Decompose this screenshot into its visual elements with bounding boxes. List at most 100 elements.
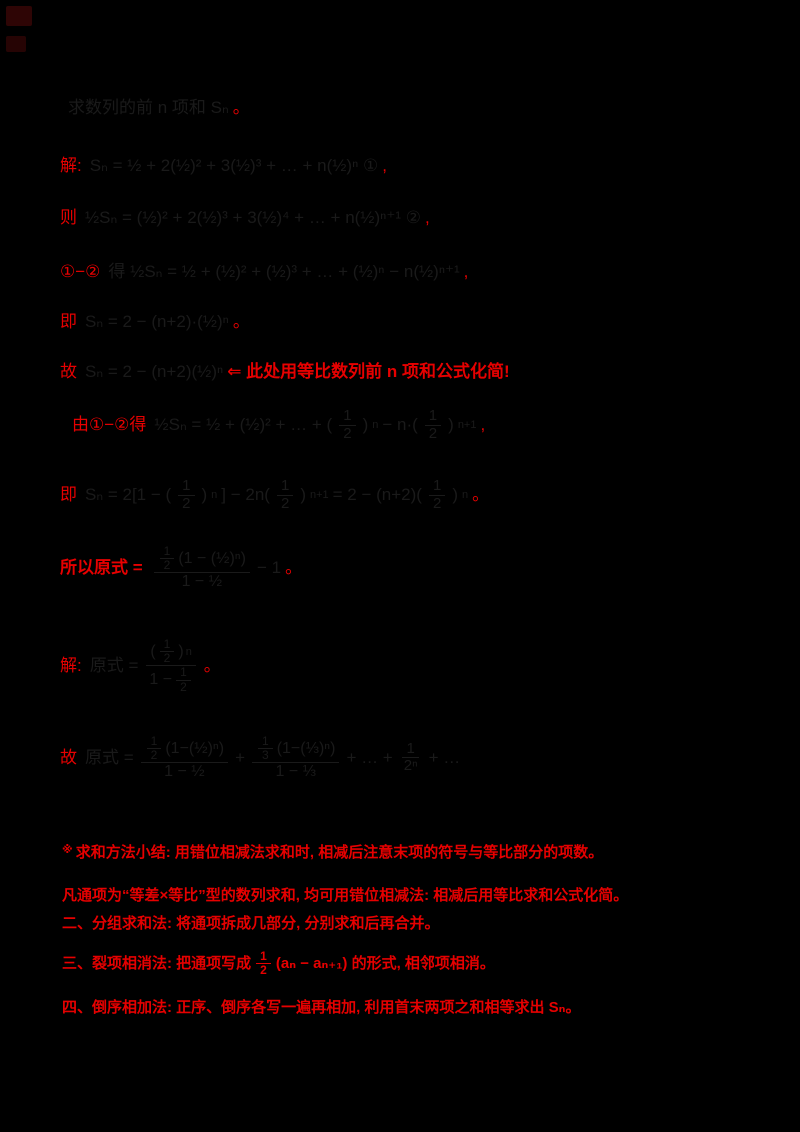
paren: )	[178, 642, 184, 660]
teacher-note: ※ 求和方法小结: 用错位相减法求和时, 相减后注意末项的符号与等比部分的项数。	[62, 843, 603, 863]
fraction-numerator: 1	[424, 407, 442, 426]
fraction-numerator: 1 3 (1−(⅓)ⁿ)	[252, 734, 340, 764]
fraction: 1 2 (1 − (½)ⁿ) 1 − ½	[153, 544, 250, 591]
reference-mark: ※	[62, 844, 73, 856]
math-expression: (1 − (½)ⁿ)	[178, 549, 246, 567]
math-expression: = 2 − (n+2)(	[332, 485, 422, 504]
note-text: 二、分组求和法: 将通项拆成几部分, 分别求和后再合并。	[62, 915, 440, 932]
math-line: 即 Sₙ = 2 − (n+2)·(½)ⁿ 。	[60, 310, 250, 334]
paren: )	[452, 485, 458, 504]
fraction-numerator: 1	[258, 734, 273, 750]
fraction-numerator: 1 2 (1−(½)ⁿ)	[140, 734, 229, 764]
punctuation: 。	[232, 312, 250, 331]
fraction-denominator: 1 − 1 2	[145, 666, 196, 693]
fraction-numerator: 1	[176, 666, 191, 681]
fraction-denominator: 2	[163, 651, 171, 666]
punctuation: ,	[480, 415, 486, 434]
teacher-note: 三、裂项相消法: 把通项写成 1 2 (aₙ − aₙ₊₁) 的形式, 相邻项相…	[62, 949, 495, 978]
teacher-annotation: ⇐ 此处用等比数列前 n 项和公式化简!	[227, 362, 510, 381]
math-line: 故 Sₙ = 2 − (n+2)(½)ⁿ ⇐ 此处用等比数列前 n 项和公式化简…	[60, 360, 510, 384]
fraction-numerator: 1	[276, 477, 294, 496]
fraction-denominator: 2	[182, 494, 191, 512]
math-line: 解: 原式 = ( 1 2 ) n 1 − 1 2 。	[60, 637, 221, 694]
fraction-numerator: 1	[178, 477, 195, 496]
fraction: 1 2	[159, 544, 175, 573]
punctuation: ,	[463, 262, 469, 281]
step-label: ①−②	[60, 262, 101, 281]
fraction-numerator: 1	[159, 544, 175, 560]
math-expression: ] − 2n(	[221, 485, 270, 504]
fraction-numerator: ( 1 2 ) n	[146, 637, 196, 667]
math-line: 故 原式 = 1 2 (1−(½)ⁿ) 1 − ½ + 1 3 (1−(⅓)ⁿ)…	[60, 734, 461, 781]
punctuation: 。	[472, 485, 490, 504]
fraction-denominator: 2ⁿ	[403, 757, 418, 775]
solve-label: 解:	[60, 156, 82, 175]
math-line: 解: Sₙ = ½ + 2(½)² + 3(½)³ + … + n(½)ⁿ ① …	[60, 154, 387, 178]
fraction-denominator: 2	[432, 494, 442, 512]
math-line: ①−② 得 ½Sₙ = ½ + (½)² + (½)³ + … + (½)ⁿ −…	[60, 260, 468, 284]
step-label: 故	[60, 362, 77, 381]
punctuation: ,	[424, 208, 430, 227]
fraction-denominator: 2	[163, 558, 171, 573]
punctuation: ,	[382, 156, 387, 175]
fraction: 1 3	[258, 734, 273, 762]
fraction-denominator: 1 − ⅓	[275, 763, 316, 781]
math-expression: + …	[428, 747, 461, 767]
step-label: 故	[60, 747, 77, 767]
fraction-denominator: 1 − ½	[181, 573, 223, 591]
fraction-denominator: 2	[180, 679, 187, 694]
math-expression: 原式 =	[89, 655, 139, 675]
math-line: 求数列的前 n 项和 Sₙ 。	[60, 96, 250, 120]
fraction-numerator: 1	[402, 740, 419, 759]
paren: )	[362, 415, 369, 434]
math-expression: Sₙ = ½ + 2(½)² + 3(½)³ + … + n(½)ⁿ ①	[89, 156, 379, 175]
note-text: 凡通项为“等差×等比”型的数列求和, 均可用错位相减法: 相减后用等比求和公式化…	[62, 887, 629, 904]
math-line: 由①−②得 ½Sₙ = ½ + (½)² + … + ( 1 2 ) n − n·…	[72, 407, 486, 442]
math-expression: (1−(½)ⁿ)	[165, 739, 225, 757]
punctuation: 。	[285, 557, 303, 577]
math-expression: 得 ½Sₙ = ½ + (½)² + (½)³ + … + (½)ⁿ − n(½…	[108, 262, 460, 281]
math-expression: − n·(	[382, 415, 418, 434]
fraction: ( 1 2 ) n 1 − 1 2	[145, 637, 196, 694]
fraction-numerator: 1 2 (1 − (½)ⁿ)	[153, 544, 250, 574]
teacher-note: 凡通项为“等差×等比”型的数列求和, 均可用错位相减法: 相减后用等比求和公式化…	[62, 886, 628, 906]
note-text: (aₙ − aₙ₊₁) 的形式, 相邻项相消。	[275, 954, 495, 972]
teacher-note: 四、倒序相加法: 正序、倒序各写一遍再相加, 利用首末两项之和相等求出 Sₙ。	[62, 998, 581, 1018]
fraction: 1 2	[159, 637, 175, 666]
math-expression: Sₙ = 2 − (n+2)·(½)ⁿ	[85, 312, 229, 331]
fraction-denominator: 2	[428, 424, 438, 442]
fraction-numerator: 1	[256, 949, 271, 965]
fraction-numerator: 1	[339, 407, 356, 426]
step-label: 由①−②得	[72, 415, 147, 434]
fraction-denominator: 2	[260, 963, 267, 978]
fraction-numerator: 1	[159, 637, 175, 653]
math-expression: (1−(⅓)ⁿ)	[276, 739, 336, 757]
fraction: 1 2	[256, 949, 271, 978]
fraction-denominator: 2	[280, 494, 290, 512]
solve-label: 解:	[60, 655, 82, 675]
fraction-denominator: 1 − ½	[164, 763, 205, 781]
paren: )	[448, 415, 454, 434]
fraction: 1 2ⁿ	[400, 740, 422, 775]
math-line: 即 Sₙ = 2[1 − ( 1 2 ) n ] − 2n( 1 2 ) n+1 =…	[60, 477, 490, 512]
fraction-numerator: 1	[146, 734, 162, 750]
fraction: 1 2	[428, 477, 446, 512]
step-label: 即	[60, 312, 77, 331]
math-line: 所以原式 = 1 2 (1 − (½)ⁿ) 1 − ½ − 1 。	[60, 544, 303, 591]
fraction: 1 2 (1−(½)ⁿ) 1 − ½	[140, 734, 229, 781]
math-expression: 求数列的前 n 项和 Sₙ	[68, 98, 229, 117]
operator: + … +	[346, 747, 393, 767]
note-text: 求和方法小结: 用错位相减法求和时, 相减后注意末项的符号与等比部分的项数。	[75, 844, 604, 861]
math-expression: ½Sₙ = (½)² + 2(½)³ + 3(½)⁴ + … + n(½)ⁿ⁺¹…	[85, 208, 421, 227]
fraction: 1 2	[424, 407, 442, 442]
punctuation: 。	[232, 98, 250, 117]
result-label: 所以原式 =	[60, 557, 143, 577]
corner-artifact	[6, 6, 32, 26]
teacher-note: 二、分组求和法: 将通项拆成几部分, 分别求和后再合并。	[62, 914, 440, 934]
math-expression: ½Sₙ = ½ + (½)² + … + (	[154, 415, 333, 434]
fraction-denominator: 2	[343, 424, 352, 442]
fraction: 1 2	[339, 407, 356, 442]
note-text: 四、倒序相加法: 正序、倒序各写一遍再相加, 利用首末两项之和相等求出 Sₙ。	[62, 999, 581, 1016]
fraction: 1 3 (1−(⅓)ⁿ) 1 − ⅓	[252, 734, 340, 781]
